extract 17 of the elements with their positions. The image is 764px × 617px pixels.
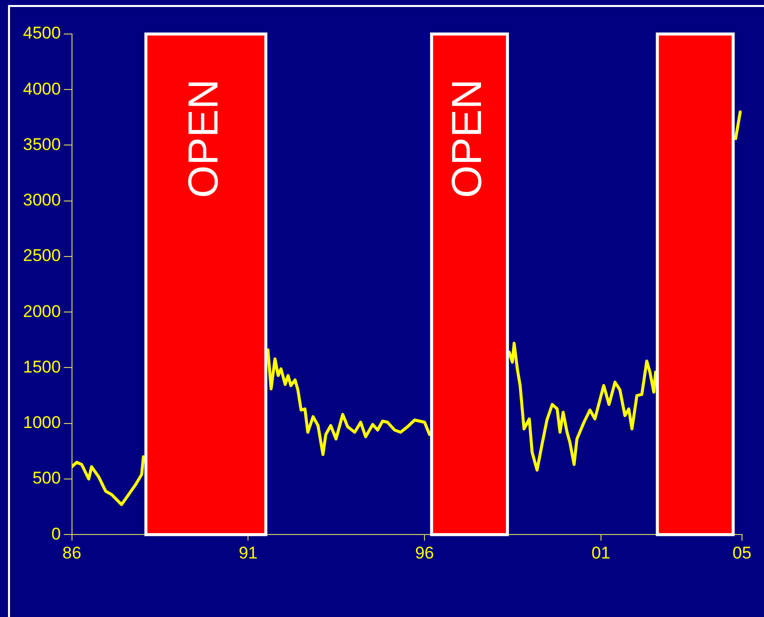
y-tick-label: 4500 <box>22 24 61 43</box>
y-tick-label: 2500 <box>22 246 61 266</box>
y-tick-label: 4000 <box>22 79 61 98</box>
x-tick-label: 96 <box>415 543 434 562</box>
y-tick-label: 1000 <box>22 413 61 432</box>
y-tick-label: 3500 <box>22 134 61 154</box>
x-tick-label: 05 <box>732 543 752 562</box>
x-tick-label: 86 <box>62 543 82 562</box>
y-tick-label: 1500 <box>22 357 61 376</box>
y-tick-label: 2000 <box>22 302 61 321</box>
y-tick-label: 3000 <box>22 190 61 210</box>
x-tick-label: 01 <box>591 543 610 562</box>
y-tick-label: 0 <box>51 524 61 544</box>
y-tick-label: 500 <box>32 468 61 488</box>
band-label: OPEN <box>179 79 226 198</box>
band-label: OPEN <box>443 79 490 198</box>
x-tick-label: 91 <box>238 543 258 562</box>
